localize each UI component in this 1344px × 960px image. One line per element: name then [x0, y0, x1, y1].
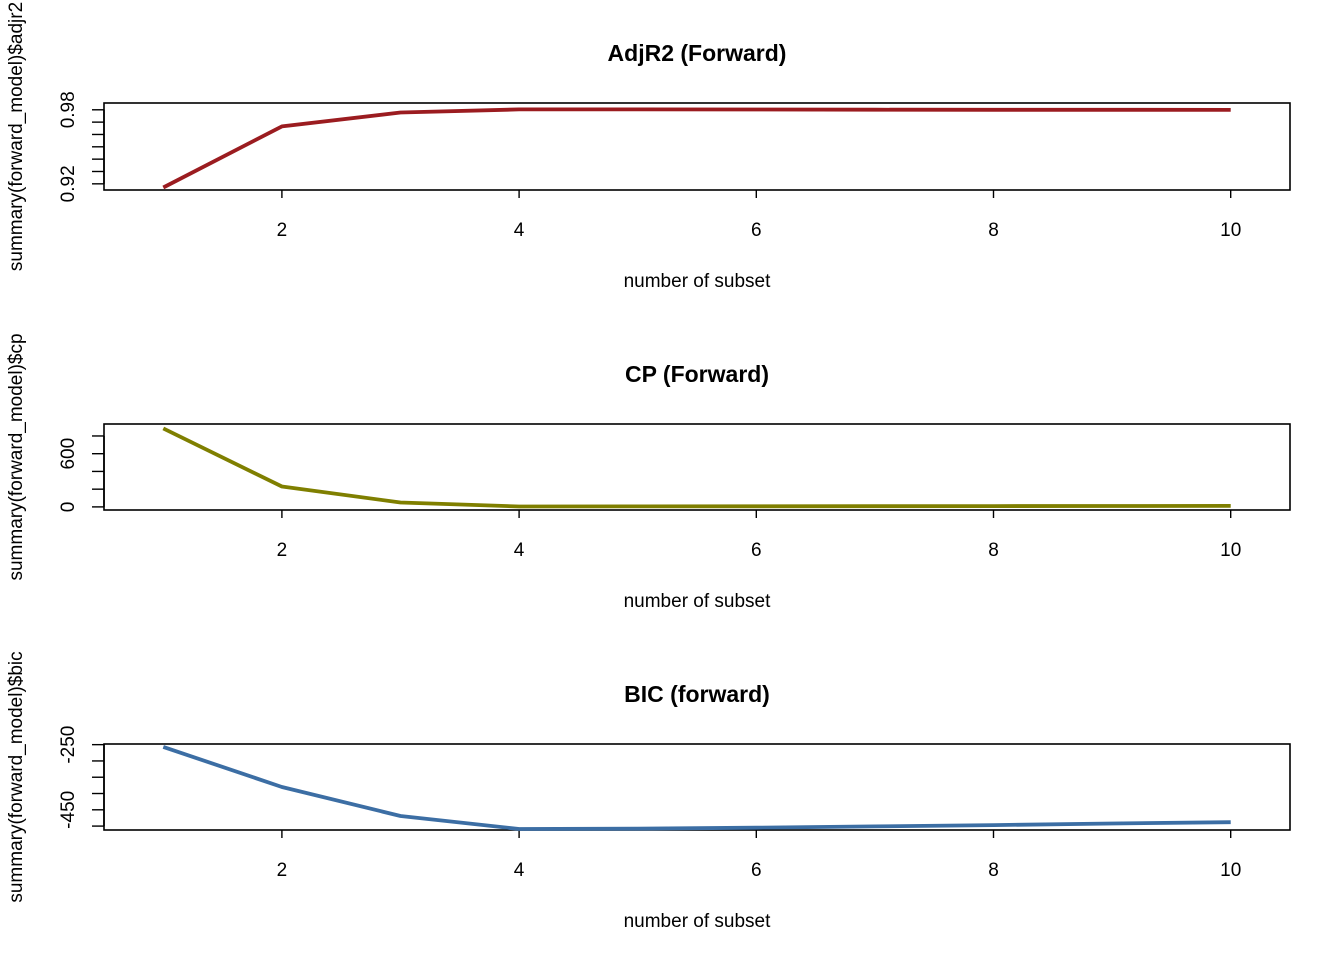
- chart-panel-2: CP (Forward) 2 4 6 8 10 number of subset 0 600 su…: [6, 333, 1291, 612]
- y-tick-label: 0: [58, 502, 79, 513]
- x-axis-label: number of subset: [624, 591, 772, 612]
- plot-frame: [103, 423, 1291, 511]
- series-line: [162, 426, 1231, 509]
- chart-title: CP (Forward): [625, 361, 769, 387]
- x-tick-label: 10: [1220, 860, 1241, 881]
- x-tick-label: 4: [514, 220, 525, 241]
- x-tick-label: 8: [988, 860, 999, 881]
- y-tick-label: -450: [58, 791, 79, 829]
- chart-panel-1: AdjR2 (Forward) 2 4 6 8 10 number of subset 0.9…: [6, 2, 1291, 292]
- x-tick-label: 2: [277, 540, 288, 561]
- chart-panel-3: BIC (forward) 2 4 6 8 10 number of subset -250 -…: [6, 651, 1291, 932]
- y-axis-label: summary(forward_model)$cp: [6, 333, 27, 580]
- chart-title: BIC (forward): [624, 681, 770, 707]
- x-axis-label: number of subset: [624, 271, 772, 292]
- x-axis-label: number of subset: [624, 911, 772, 932]
- y-tick-label: 0.98: [58, 91, 79, 128]
- chart-title: AdjR2 (Forward): [608, 40, 787, 66]
- x-tick-label: 6: [751, 220, 762, 241]
- y-axis-label: summary(forward_model)$adjr2: [6, 2, 27, 271]
- x-tick-label: 8: [988, 220, 999, 241]
- x-tick-label: 10: [1220, 220, 1241, 241]
- x-tick-label: 2: [277, 220, 288, 241]
- y-axis-label: summary(forward_model)$bic: [6, 651, 27, 902]
- y-tick-label: 600: [58, 438, 79, 470]
- y-tick-label: -250: [58, 726, 79, 764]
- x-tick-label: 10: [1220, 540, 1241, 561]
- x-tick-label: 6: [751, 540, 762, 561]
- plot-frame: [103, 102, 1291, 191]
- series-line: [162, 745, 1231, 831]
- x-tick-label: 4: [514, 860, 525, 881]
- series-line: [162, 107, 1231, 190]
- x-tick-label: 8: [988, 540, 999, 561]
- x-tick-label: 4: [514, 540, 525, 561]
- x-tick-label: 2: [277, 860, 288, 881]
- y-tick-label: 0.92: [58, 165, 79, 202]
- x-tick-label: 6: [751, 860, 762, 881]
